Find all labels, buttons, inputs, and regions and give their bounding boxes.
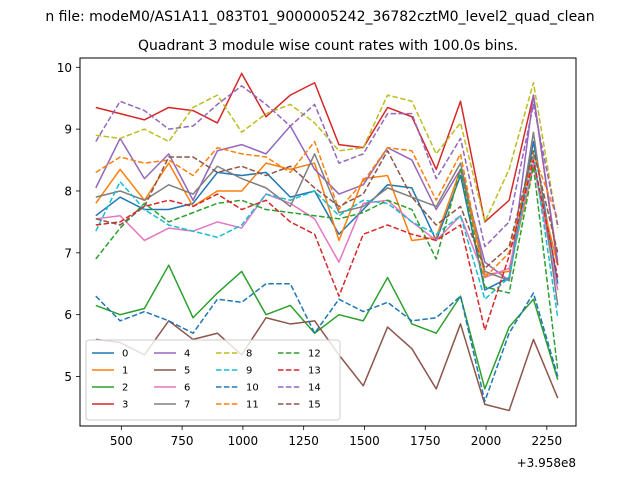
- legend-label-3: 3: [122, 400, 128, 411]
- y-tick-label: 8: [64, 184, 72, 198]
- x-tick-label: 500: [110, 434, 133, 448]
- series-line-14: [95, 85, 559, 248]
- y-axis: 5 6 7 8 9 10: [57, 61, 80, 384]
- x-tick-label: 1250: [288, 434, 319, 448]
- axes-frame: [79, 57, 577, 427]
- y-tick-label: 6: [64, 308, 72, 322]
- series-line-7: [95, 131, 559, 306]
- legend-frame: [85, 339, 341, 421]
- x-tick-label: 2000: [471, 434, 502, 448]
- legend-label-5: 5: [184, 366, 190, 377]
- x-axis: 500 750 1000 1250 1500 1750 2000 2250: [110, 426, 562, 448]
- y-tick-label: 10: [57, 61, 72, 75]
- legend-label-9: 9: [246, 366, 252, 377]
- series-line-5: [95, 317, 559, 412]
- y-tick-label: 9: [64, 123, 72, 137]
- chart-title: Quadrant 3 module wise count rates with …: [138, 38, 518, 54]
- series-line-3: [95, 72, 559, 266]
- legend-label-10: 10: [246, 383, 259, 394]
- series-line-15: [95, 150, 559, 270]
- legend-label-13: 13: [308, 366, 321, 377]
- legend-label-7: 7: [184, 400, 190, 411]
- x-tick-label: 1500: [349, 434, 380, 448]
- series-line-10: [95, 283, 559, 403]
- x-tick-label: 750: [171, 434, 194, 448]
- x-tick-label: 1750: [410, 434, 441, 448]
- plot-area: [95, 72, 559, 412]
- legend-label-0: 0: [122, 349, 128, 360]
- series-line-8: [95, 81, 559, 229]
- legend-label-12: 12: [308, 349, 321, 360]
- series-line-6: [95, 162, 559, 291]
- x-tick-label: 2250: [532, 434, 563, 448]
- legend-label-11: 11: [246, 400, 259, 411]
- figure-suptitle: n file: modeM0/AS1A11_083T01_9000005242_…: [45, 9, 594, 25]
- legend-label-2: 2: [122, 383, 128, 394]
- series-line-2: [95, 264, 559, 390]
- legend-label-15: 15: [308, 400, 321, 411]
- legend-label-4: 4: [184, 349, 190, 360]
- series-line-13: [95, 159, 559, 331]
- y-tick-label: 5: [64, 370, 72, 384]
- legend-label-8: 8: [246, 349, 252, 360]
- legend-label-6: 6: [184, 383, 190, 394]
- y-tick-label: 7: [64, 246, 72, 260]
- legend-label-14: 14: [308, 383, 321, 394]
- x-tick-label: 1000: [228, 434, 259, 448]
- series-line-9: [95, 153, 559, 318]
- legend-label-1: 1: [122, 366, 128, 377]
- x-offset-label: +3.958e8: [517, 456, 576, 470]
